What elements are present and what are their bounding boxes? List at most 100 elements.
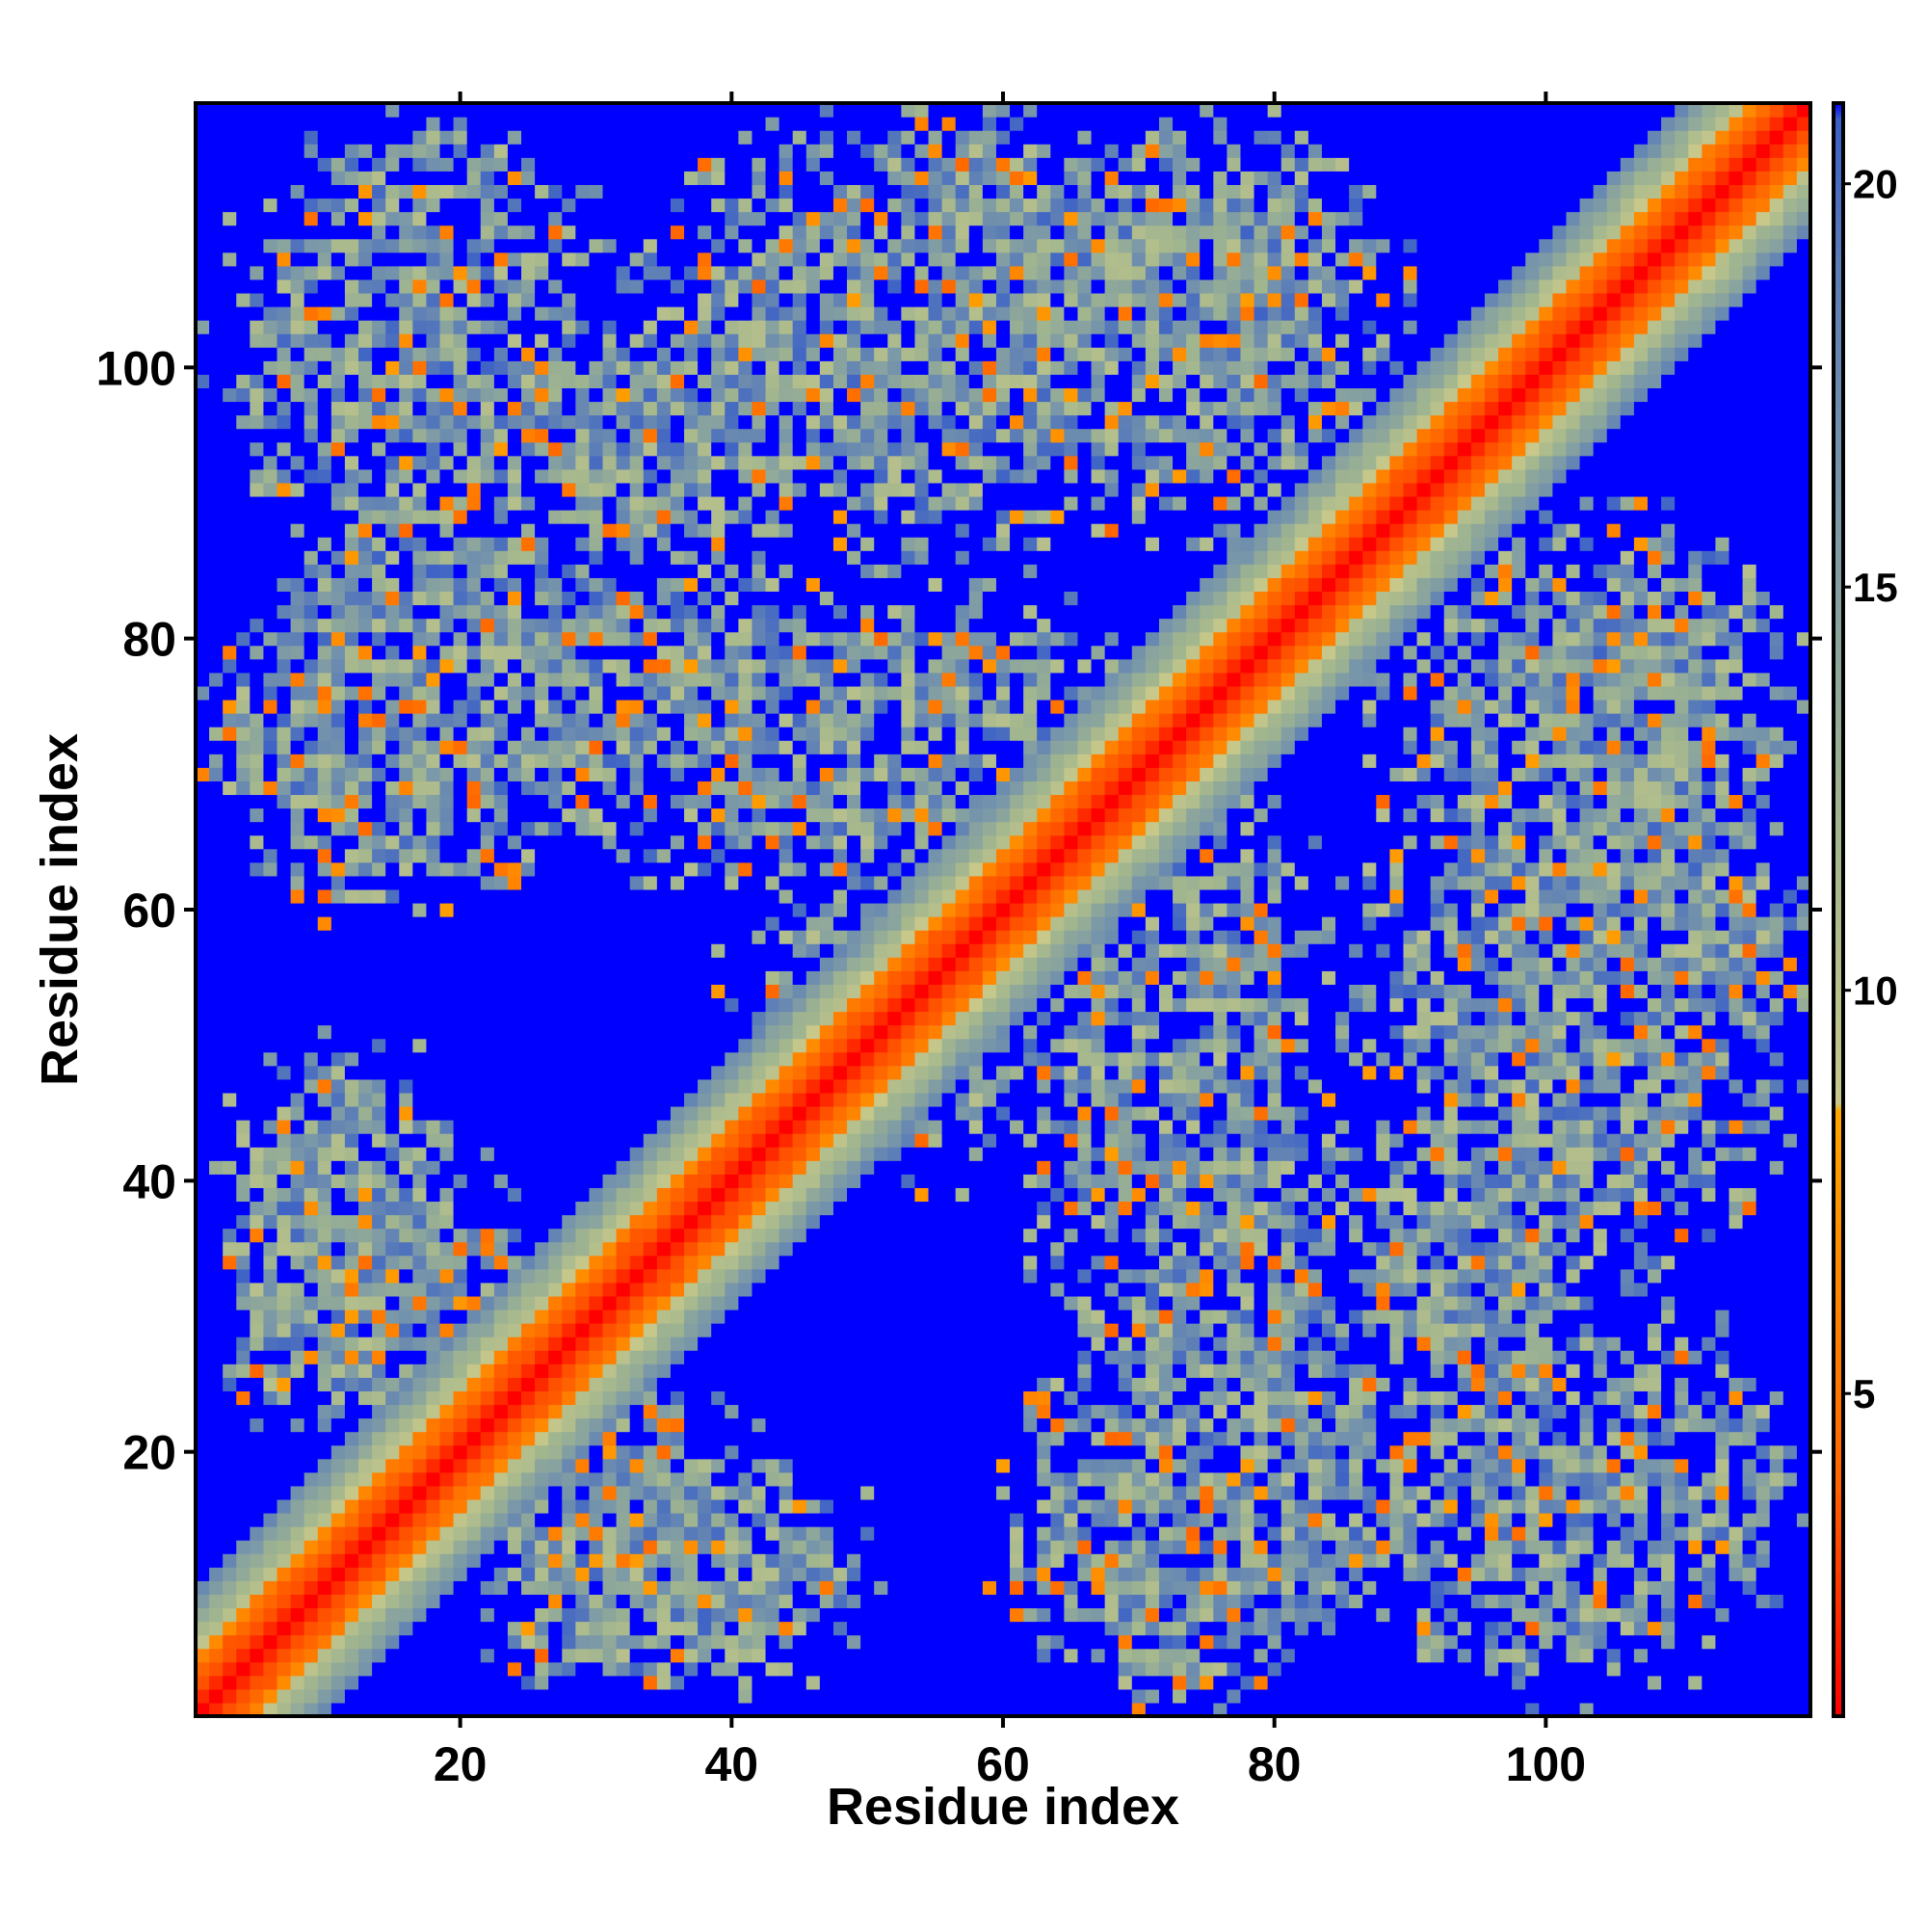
heatmap-cell bbox=[738, 1105, 753, 1121]
heatmap-cell bbox=[412, 414, 428, 430]
heatmap-cell bbox=[493, 347, 509, 361]
heatmap-cell bbox=[330, 347, 346, 361]
heatmap-cell bbox=[656, 495, 672, 511]
heatmap-cell bbox=[535, 821, 549, 836]
heatmap-cell bbox=[236, 1417, 251, 1433]
heatmap-cell bbox=[330, 1661, 346, 1677]
heatmap-cell bbox=[277, 848, 292, 863]
heatmap-cell bbox=[196, 550, 210, 565]
heatmap-cell bbox=[521, 414, 536, 430]
heatmap-cell bbox=[453, 482, 468, 497]
heatmap-cell bbox=[493, 902, 509, 917]
heatmap-cell bbox=[548, 1634, 563, 1650]
heatmap-cell bbox=[290, 401, 305, 416]
heatmap-cell bbox=[290, 171, 305, 186]
heatmap-cell bbox=[399, 238, 413, 253]
heatmap-cell bbox=[196, 1390, 210, 1406]
heatmap-cell bbox=[643, 537, 658, 551]
heatmap-cell bbox=[629, 604, 645, 620]
heatmap-cell bbox=[562, 1580, 576, 1595]
heatmap-cell bbox=[521, 1431, 536, 1446]
heatmap-cell bbox=[209, 455, 224, 470]
heatmap-cell bbox=[752, 374, 767, 389]
heatmap-cell bbox=[304, 1526, 319, 1541]
heatmap-cell bbox=[575, 1444, 591, 1460]
heatmap-cell bbox=[752, 1024, 767, 1040]
heatmap-cell bbox=[453, 537, 468, 551]
heatmap-cell bbox=[223, 754, 237, 768]
heatmap-cell bbox=[575, 374, 591, 389]
heatmap-cell bbox=[698, 740, 712, 754]
heatmap-cell bbox=[698, 117, 712, 131]
heatmap-cell bbox=[209, 781, 224, 796]
heatmap-cell bbox=[656, 727, 672, 741]
heatmap-cell bbox=[372, 875, 386, 890]
heatmap-cell bbox=[535, 130, 549, 145]
heatmap-cell bbox=[616, 957, 631, 971]
heatmap-cell bbox=[629, 1471, 645, 1487]
heatmap-cell bbox=[684, 1133, 699, 1148]
heatmap-cell bbox=[250, 320, 265, 334]
heatmap-cell bbox=[589, 1553, 604, 1568]
heatmap-cell bbox=[290, 1105, 305, 1121]
heatmap-cell bbox=[304, 794, 319, 809]
heatmap-cell bbox=[507, 1187, 522, 1203]
heatmap-cell bbox=[290, 1268, 305, 1284]
heatmap-cell bbox=[738, 740, 753, 754]
heatmap-cell bbox=[277, 1268, 292, 1284]
heatmap-cell bbox=[548, 211, 563, 226]
heatmap-cell bbox=[493, 1607, 509, 1623]
heatmap-cell bbox=[562, 1282, 576, 1297]
heatmap-cell bbox=[643, 645, 658, 660]
heatmap-cell bbox=[535, 794, 549, 809]
heatmap-cell bbox=[236, 238, 251, 253]
heatmap-cell bbox=[439, 1594, 455, 1609]
heatmap-cell bbox=[521, 970, 536, 985]
heatmap-cell bbox=[385, 1187, 400, 1203]
heatmap-cell bbox=[412, 754, 428, 768]
heatmap-cell bbox=[209, 441, 224, 457]
heatmap-cell bbox=[399, 1201, 413, 1216]
heatmap-cell bbox=[196, 238, 210, 253]
heatmap-cell bbox=[629, 1553, 645, 1568]
heatmap-cell bbox=[670, 387, 685, 403]
heatmap-cell bbox=[589, 278, 604, 294]
heatmap-cell bbox=[263, 1431, 278, 1446]
heatmap-cell bbox=[426, 1309, 441, 1324]
heatmap-cell bbox=[589, 1024, 604, 1040]
heatmap-cell bbox=[507, 1553, 522, 1568]
heatmap-cell bbox=[290, 834, 305, 850]
heatmap-cell bbox=[250, 821, 265, 836]
heatmap-cell bbox=[548, 1417, 563, 1433]
heatmap-cell bbox=[725, 1661, 739, 1677]
heatmap-cell bbox=[439, 171, 455, 186]
heatmap-cell bbox=[250, 1255, 265, 1270]
heatmap-cell bbox=[725, 157, 739, 172]
heatmap-cell bbox=[372, 1390, 386, 1406]
heatmap-cell bbox=[426, 1147, 441, 1161]
heatmap-cell bbox=[493, 1417, 509, 1433]
heatmap-cell bbox=[426, 278, 441, 294]
heatmap-cell bbox=[684, 1105, 699, 1121]
heatmap-cell bbox=[372, 1295, 386, 1310]
heatmap-cell bbox=[358, 523, 373, 538]
heatmap-cell bbox=[250, 184, 265, 199]
heatmap-cell bbox=[263, 807, 278, 823]
heatmap-cell bbox=[263, 320, 278, 334]
heatmap-cell bbox=[507, 888, 522, 904]
heatmap-cell bbox=[372, 1309, 386, 1324]
heatmap-cell bbox=[330, 103, 346, 118]
heatmap-cell bbox=[562, 631, 576, 647]
heatmap-cell bbox=[290, 1485, 305, 1500]
heatmap-cell bbox=[372, 1201, 386, 1216]
heatmap-cell bbox=[466, 740, 482, 754]
heatmap-cell bbox=[385, 1078, 400, 1094]
heatmap-cell bbox=[466, 1337, 482, 1351]
heatmap-cell bbox=[426, 618, 441, 633]
heatmap-cell bbox=[223, 1594, 237, 1609]
heatmap-cell bbox=[725, 970, 739, 985]
heatmap-cell bbox=[629, 1201, 645, 1216]
heatmap-cell bbox=[277, 943, 292, 958]
heatmap-cell bbox=[330, 1295, 346, 1310]
heatmap-cell bbox=[493, 821, 509, 836]
